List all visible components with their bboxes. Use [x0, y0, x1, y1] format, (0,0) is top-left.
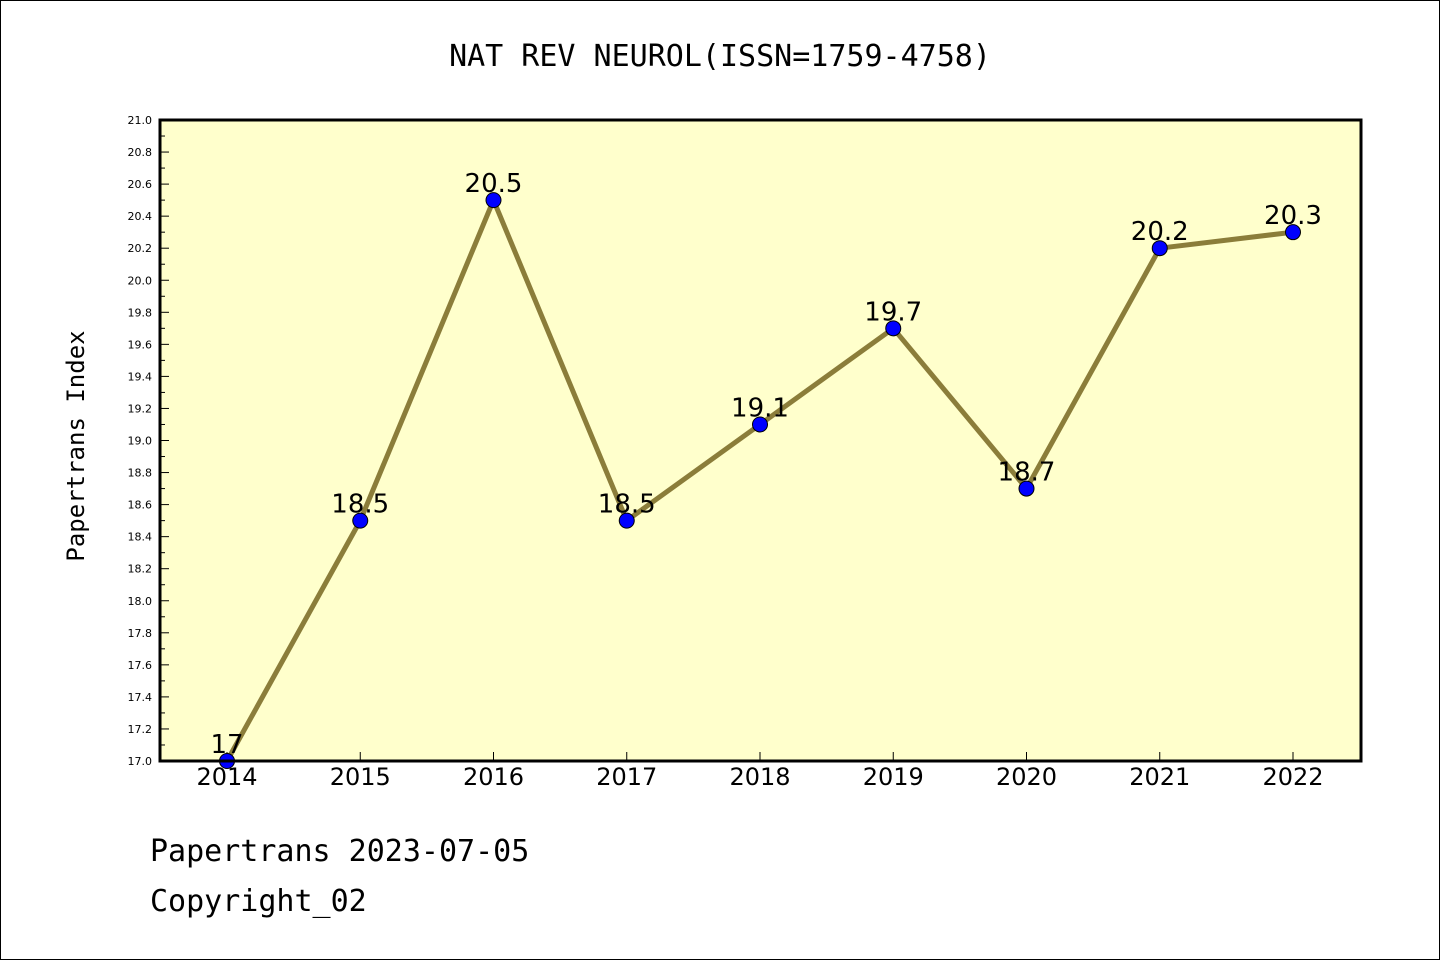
data-point: [352, 512, 369, 529]
y-tick-label: 17.4: [128, 691, 153, 704]
footer-date: Papertrans 2023-07-05: [150, 834, 530, 869]
data-point: [1018, 480, 1035, 497]
y-tick-label: 19.2: [128, 402, 153, 415]
series-layer: 17 18.5 20.5 18.5 19.1 19.7 18.7 20.2 20.3: [210, 169, 1322, 769]
y-tick-label: 18.6: [128, 499, 153, 512]
x-tick-label: 2016: [463, 763, 524, 791]
x-tick-label: 2020: [996, 763, 1057, 791]
data-label: 18.7: [998, 458, 1056, 488]
y-tick-label: 17.2: [128, 723, 153, 736]
y-tick-label: 18.0: [128, 595, 153, 608]
x-axis-ticks: 2014 2015 2016 2017 2018 2019 2020 2021 2022: [196, 752, 1324, 791]
y-tick-label: 20.2: [128, 242, 153, 255]
y-tick-label: 19.8: [128, 306, 153, 319]
data-label: 17: [210, 730, 243, 760]
x-tick-label: 2017: [596, 763, 657, 791]
y-tick-label: 18.4: [128, 531, 153, 544]
data-label: 19.7: [864, 297, 922, 327]
y-tick-label: 20.6: [128, 178, 153, 191]
data-point: [885, 320, 902, 337]
y-tick-label: 19.0: [128, 435, 153, 448]
y-tick-label: 17.8: [128, 627, 153, 640]
plot-area: [160, 120, 1361, 761]
x-tick-label: 2015: [330, 763, 391, 791]
data-point: [1151, 240, 1168, 257]
y-tick-label: 20.0: [128, 274, 153, 287]
x-tick-label: 2019: [863, 763, 924, 791]
data-point: [618, 512, 635, 529]
data-label: 20.3: [1264, 201, 1322, 231]
data-point: [485, 192, 502, 209]
footer-copyright: Copyright_02: [150, 884, 367, 919]
y-tick-label: 19.4: [128, 370, 153, 383]
y-tick-label: 18.8: [128, 467, 153, 480]
y-tick-label: 20.8: [128, 146, 153, 159]
y-tick-label: 20.4: [128, 210, 153, 223]
plot-border: [158, 118, 1363, 763]
chart-title: NAT REV NEUROL(ISSN=1759-4758): [449, 39, 991, 74]
y-tick-label: 19.6: [128, 338, 153, 351]
x-tick-label: 2022: [1262, 763, 1323, 791]
x-tick-label: 2021: [1129, 763, 1190, 791]
data-point: [1285, 224, 1301, 241]
y-tick-label: 17.6: [128, 659, 153, 672]
y-tick-label: 18.2: [128, 563, 153, 576]
data-label: 18.5: [331, 490, 389, 520]
y-tick-label: 21.0: [128, 114, 153, 127]
x-tick-label: 2018: [729, 763, 790, 791]
y-tick-label: 17.0: [128, 755, 153, 768]
y-axis-label: Papertrans Index: [62, 330, 90, 561]
data-label: 19.1: [731, 393, 789, 423]
data-point: [752, 416, 768, 433]
data-label: 20.2: [1131, 217, 1189, 247]
data-label: 18.5: [598, 490, 656, 520]
data-label: 20.5: [465, 169, 523, 199]
